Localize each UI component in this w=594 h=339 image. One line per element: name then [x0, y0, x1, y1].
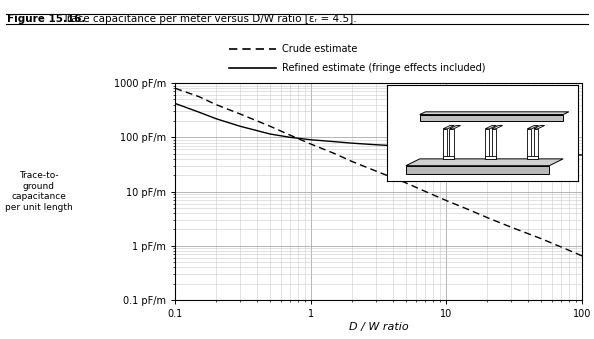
Text: Trace-to-
ground
capacitance
per unit length: Trace-to- ground capacitance per unit le…: [5, 172, 72, 212]
Text: Figure 15.16.: Figure 15.16.: [7, 14, 86, 24]
Text: Trace capacitance per meter versus D/W ratio [εᵣ = 4.5].: Trace capacitance per meter versus D/W r…: [62, 14, 357, 24]
X-axis label: D / W ratio: D / W ratio: [349, 322, 409, 332]
Text: Refined estimate (fringe effects included): Refined estimate (fringe effects include…: [282, 63, 486, 73]
Text: Crude estimate: Crude estimate: [282, 44, 358, 54]
